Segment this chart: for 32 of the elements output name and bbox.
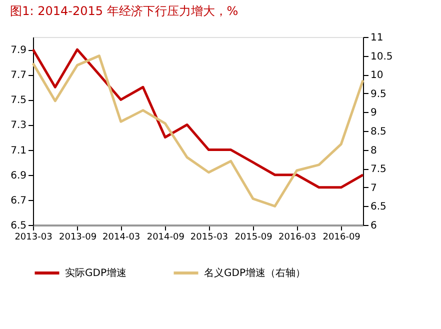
y-tick-label: 7.5 <box>10 95 26 106</box>
legend-label: 实际GDP增速 <box>65 267 126 279</box>
y2-tick-label: 7 <box>370 182 377 194</box>
x-tick-label: 2014-03 <box>102 232 140 242</box>
y-tick-label: 7.3 <box>10 120 26 132</box>
y-tick-label: 7.1 <box>10 145 26 156</box>
y-tick-label: 6.7 <box>10 195 26 206</box>
y-tick-label: 7.7 <box>10 70 26 82</box>
y2-tick-label: 8.5 <box>370 126 386 138</box>
y2-tick-label: 6.5 <box>370 202 386 213</box>
y2-tick-label: 9 <box>370 108 377 119</box>
y-tick-label: 6.5 <box>10 220 26 232</box>
x-tick-label: 2014-09 <box>146 232 185 242</box>
line-series <box>32 54 364 208</box>
chart-title: 图1: 2014-2015 年经济下行压力增大，% <box>10 4 238 18</box>
x-tick-label: 2016-09 <box>322 232 361 242</box>
y2-tick-label: 6 <box>370 220 377 232</box>
y2-tick-label: 7.5 <box>370 164 386 176</box>
legend-label: 名义GDP增速（右轴） <box>204 267 306 279</box>
x-tick-label: 2015-09 <box>234 232 273 242</box>
x-tick-label: 2015-03 <box>190 232 228 242</box>
line-series <box>32 48 364 189</box>
y2-tick-label: 9.5 <box>370 88 386 100</box>
x-tick-label: 2013-03 <box>14 232 52 242</box>
y2-tick-label: 10 <box>370 70 384 82</box>
x-tick-label: 2013-09 <box>58 232 97 242</box>
y-tick-label: 6.9 <box>10 170 26 182</box>
y-tick-label: 7.9 <box>10 45 26 56</box>
y2-tick-label: 10.5 <box>370 51 393 62</box>
y2-tick-label: 8 <box>370 145 377 156</box>
y2-tick-label: 11 <box>370 32 384 44</box>
x-tick-label: 2016-03 <box>278 232 316 242</box>
